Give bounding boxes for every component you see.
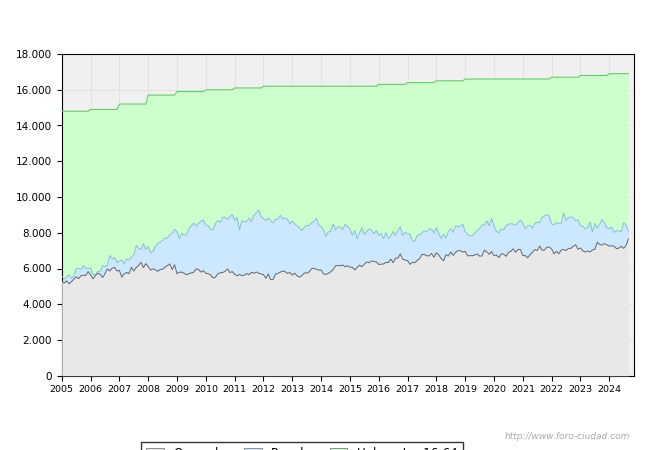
Legend: Ocupados, Parados, Hab. entre 16-64: Ocupados, Parados, Hab. entre 16-64 xyxy=(140,441,463,450)
Text: http://www.foro-ciudad.com: http://www.foro-ciudad.com xyxy=(505,432,630,441)
Text: Tomares - Evolucion de la poblacion en edad de Trabajar Septiembre de 2024: Tomares - Evolucion de la poblacion en e… xyxy=(77,16,573,29)
